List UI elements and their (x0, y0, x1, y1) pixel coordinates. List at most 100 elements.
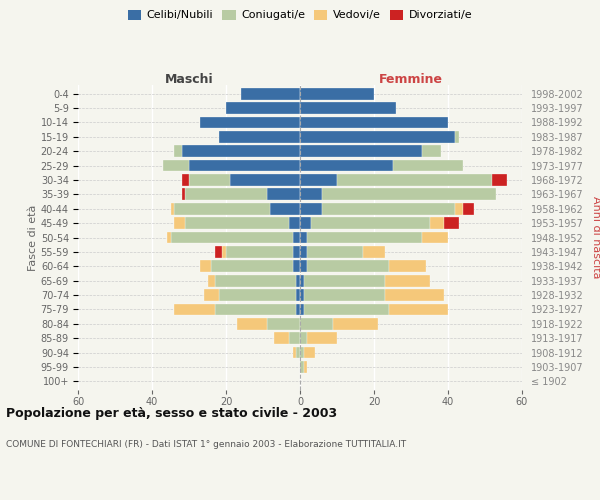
Bar (422, 232, 448, 243)
Bar (296, 275, 300, 286)
Bar (300, 203, 322, 214)
Bar (182, 146, 300, 157)
Bar (215, 275, 296, 286)
Bar (389, 260, 426, 272)
Bar (293, 260, 300, 272)
Bar (174, 146, 182, 157)
Bar (174, 203, 271, 214)
Bar (289, 217, 300, 229)
Bar (300, 361, 304, 373)
Bar (300, 188, 322, 200)
Bar (200, 116, 300, 128)
Bar (167, 232, 170, 243)
Bar (363, 246, 385, 258)
Bar (304, 275, 385, 286)
Bar (445, 217, 459, 229)
Bar (300, 131, 455, 142)
Bar (267, 188, 300, 200)
Bar (296, 289, 300, 301)
Bar (274, 332, 289, 344)
Bar (300, 332, 307, 344)
Bar (226, 102, 300, 114)
Bar (304, 289, 385, 301)
Bar (170, 203, 174, 214)
Bar (389, 304, 448, 316)
Bar (215, 246, 223, 258)
Bar (300, 346, 304, 358)
Bar (200, 260, 211, 272)
Bar (337, 174, 493, 186)
Bar (322, 188, 496, 200)
Bar (300, 116, 448, 128)
Bar (182, 174, 189, 186)
Y-axis label: Anni di nascita: Anni di nascita (590, 196, 600, 279)
Bar (334, 318, 378, 330)
Bar (293, 232, 300, 243)
Bar (189, 174, 230, 186)
Bar (307, 260, 389, 272)
Bar (215, 304, 296, 316)
Bar (385, 289, 445, 301)
Bar (300, 289, 304, 301)
Bar (241, 88, 300, 100)
Bar (185, 188, 267, 200)
Bar (304, 346, 315, 358)
Bar (300, 275, 304, 286)
Bar (204, 289, 218, 301)
Y-axis label: Fasce di età: Fasce di età (28, 204, 38, 270)
Bar (463, 203, 474, 214)
Bar (422, 146, 440, 157)
Bar (271, 203, 300, 214)
Bar (300, 217, 311, 229)
Bar (218, 131, 300, 142)
Bar (493, 174, 507, 186)
Text: Femmine: Femmine (379, 72, 443, 86)
Bar (296, 304, 300, 316)
Bar (311, 217, 430, 229)
Bar (289, 332, 300, 344)
Bar (211, 260, 293, 272)
Bar (304, 304, 389, 316)
Bar (293, 246, 300, 258)
Bar (430, 217, 445, 229)
Bar (392, 160, 463, 172)
Bar (300, 160, 392, 172)
Bar (208, 275, 215, 286)
Bar (307, 246, 363, 258)
Bar (293, 346, 296, 358)
Bar (455, 203, 463, 214)
Bar (300, 102, 396, 114)
Bar (267, 318, 300, 330)
Bar (226, 246, 293, 258)
Bar (300, 88, 374, 100)
Bar (300, 260, 307, 272)
Bar (307, 232, 422, 243)
Bar (163, 160, 189, 172)
Bar (385, 275, 430, 286)
Bar (174, 304, 215, 316)
Text: Maschi: Maschi (164, 72, 214, 86)
Bar (300, 246, 307, 258)
Bar (307, 332, 337, 344)
Bar (237, 318, 267, 330)
Legend: Celibi/Nubili, Coniugati/e, Vedovi/e, Divorziati/e: Celibi/Nubili, Coniugati/e, Vedovi/e, Di… (124, 5, 476, 25)
Bar (300, 146, 422, 157)
Text: COMUNE DI FONTECHIARI (FR) - Dati ISTAT 1° gennaio 2003 - Elaborazione TUTTITALI: COMUNE DI FONTECHIARI (FR) - Dati ISTAT … (6, 440, 406, 449)
Text: Popolazione per età, sesso e stato civile - 2003: Popolazione per età, sesso e stato civil… (6, 408, 337, 420)
Bar (322, 203, 455, 214)
Bar (296, 346, 300, 358)
Bar (455, 131, 459, 142)
Bar (174, 217, 185, 229)
Bar (300, 304, 304, 316)
Bar (300, 318, 334, 330)
Bar (185, 217, 289, 229)
Bar (300, 232, 307, 243)
Bar (300, 174, 337, 186)
Bar (223, 246, 226, 258)
Bar (304, 361, 307, 373)
Bar (189, 160, 300, 172)
Bar (182, 188, 185, 200)
Bar (230, 174, 300, 186)
Bar (170, 232, 293, 243)
Bar (218, 289, 296, 301)
